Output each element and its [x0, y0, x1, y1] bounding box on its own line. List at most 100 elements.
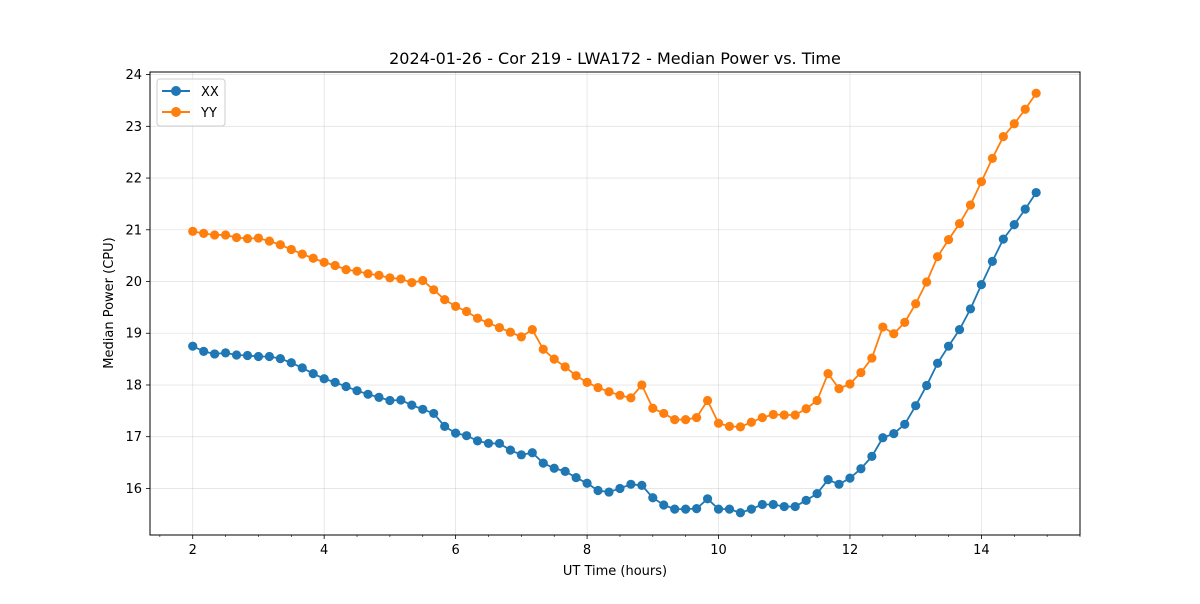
y-tick-label: 21 — [125, 223, 142, 238]
data-point-yy — [659, 408, 669, 419]
data-point-xx — [637, 480, 647, 490]
data-point-yy — [418, 275, 428, 286]
data-point-xx — [702, 494, 713, 504]
data-point-xx — [713, 504, 724, 514]
data-point-xx — [527, 448, 537, 458]
data-point-xx — [1020, 204, 1030, 214]
y-tick-label: 23 — [125, 120, 142, 135]
data-point-yy — [549, 354, 559, 364]
series-yy — [188, 88, 1041, 432]
data-point-yy — [516, 332, 526, 342]
data-point-xx — [911, 401, 921, 411]
data-point-yy — [856, 367, 866, 378]
data-point-yy — [297, 249, 307, 259]
data-point-yy — [801, 404, 811, 414]
data-point-xx — [472, 436, 483, 446]
data-point-yy — [264, 236, 274, 246]
y-tick-label: 22 — [125, 172, 142, 187]
data-point-yy — [505, 327, 515, 337]
data-point-yy — [374, 270, 384, 280]
x-tick-label: 10 — [710, 543, 727, 558]
data-point-yy — [867, 353, 877, 363]
y-tick-label: 19 — [125, 327, 142, 342]
data-point-xx — [1009, 220, 1019, 230]
y-tick-label: 18 — [125, 378, 142, 393]
x-tick-label: 8 — [583, 543, 591, 558]
data-point-xx — [407, 400, 417, 410]
data-point-xx — [692, 504, 702, 514]
data-point-yy — [472, 313, 483, 323]
data-point-xx — [505, 445, 515, 455]
data-point-xx — [440, 421, 450, 431]
data-point-yy — [965, 200, 976, 210]
data-point-yy — [889, 329, 899, 339]
x-tick-label: 14 — [973, 543, 990, 558]
y-tick-label: 24 — [125, 68, 142, 83]
data-point-xx — [823, 475, 833, 485]
data-point-yy — [231, 232, 242, 243]
y-tick-label: 17 — [125, 430, 142, 445]
data-point-yy — [911, 299, 921, 309]
y-tick-label: 16 — [125, 482, 142, 497]
data-point-yy — [823, 369, 833, 379]
legend-marker-yy — [171, 107, 181, 117]
data-point-xx — [275, 353, 285, 364]
data-point-xx — [867, 451, 877, 461]
data-point-yy — [768, 409, 778, 420]
data-point-xx — [965, 304, 976, 314]
data-point-xx — [900, 419, 910, 429]
data-point-xx — [932, 358, 943, 368]
data-point-yy — [429, 285, 439, 295]
data-point-xx — [385, 395, 395, 406]
data-point-xx — [264, 351, 274, 362]
data-point-yy — [319, 257, 329, 267]
data-point-yy — [1020, 104, 1030, 114]
data-point-xx — [626, 479, 636, 489]
data-point-xx — [1031, 187, 1041, 198]
data-point-xx — [560, 466, 570, 476]
data-point-xx — [341, 381, 351, 392]
data-point-xx — [494, 438, 505, 449]
data-point-yy — [330, 260, 340, 271]
data-point-yy — [494, 322, 505, 333]
data-point-yy — [571, 371, 581, 381]
data-point-yy — [943, 235, 954, 245]
data-point-yy — [275, 240, 285, 250]
data-point-xx — [987, 256, 997, 266]
data-point-xx — [615, 483, 625, 494]
data-point-yy — [363, 269, 373, 279]
data-point-xx — [582, 478, 592, 488]
x-tick-label: 12 — [842, 543, 859, 558]
data-point-yy — [626, 393, 636, 403]
data-point-xx — [746, 504, 756, 514]
data-point-xx — [352, 386, 362, 396]
data-point-xx — [998, 234, 1008, 244]
data-point-yy — [242, 233, 253, 244]
data-point-yy — [538, 344, 548, 354]
data-point-xx — [648, 493, 658, 503]
data-point-xx — [451, 428, 461, 438]
data-point-xx — [396, 395, 406, 405]
x-tick-label: 6 — [451, 543, 459, 558]
data-point-xx — [845, 473, 855, 483]
data-point-xx — [538, 458, 548, 468]
data-point-yy — [1031, 88, 1041, 98]
data-point-xx — [297, 363, 307, 373]
data-point-yy — [188, 226, 198, 236]
data-point-xx — [604, 487, 614, 497]
data-point-xx — [483, 438, 494, 449]
data-point-xx — [812, 489, 822, 499]
data-point-yy — [407, 277, 417, 288]
data-point-yy — [702, 395, 713, 406]
data-point-yy — [757, 412, 767, 423]
x-tick-label: 4 — [320, 543, 328, 558]
data-point-xx — [768, 499, 778, 510]
data-point-yy — [593, 382, 603, 393]
data-point-xx — [231, 350, 242, 360]
data-point-xx — [242, 350, 253, 361]
data-point-yy — [582, 377, 592, 387]
data-point-yy — [341, 265, 351, 275]
y-axis-label: Median Power (CPU) — [102, 237, 117, 368]
x-axis-label: UT Time (hours) — [563, 564, 667, 579]
